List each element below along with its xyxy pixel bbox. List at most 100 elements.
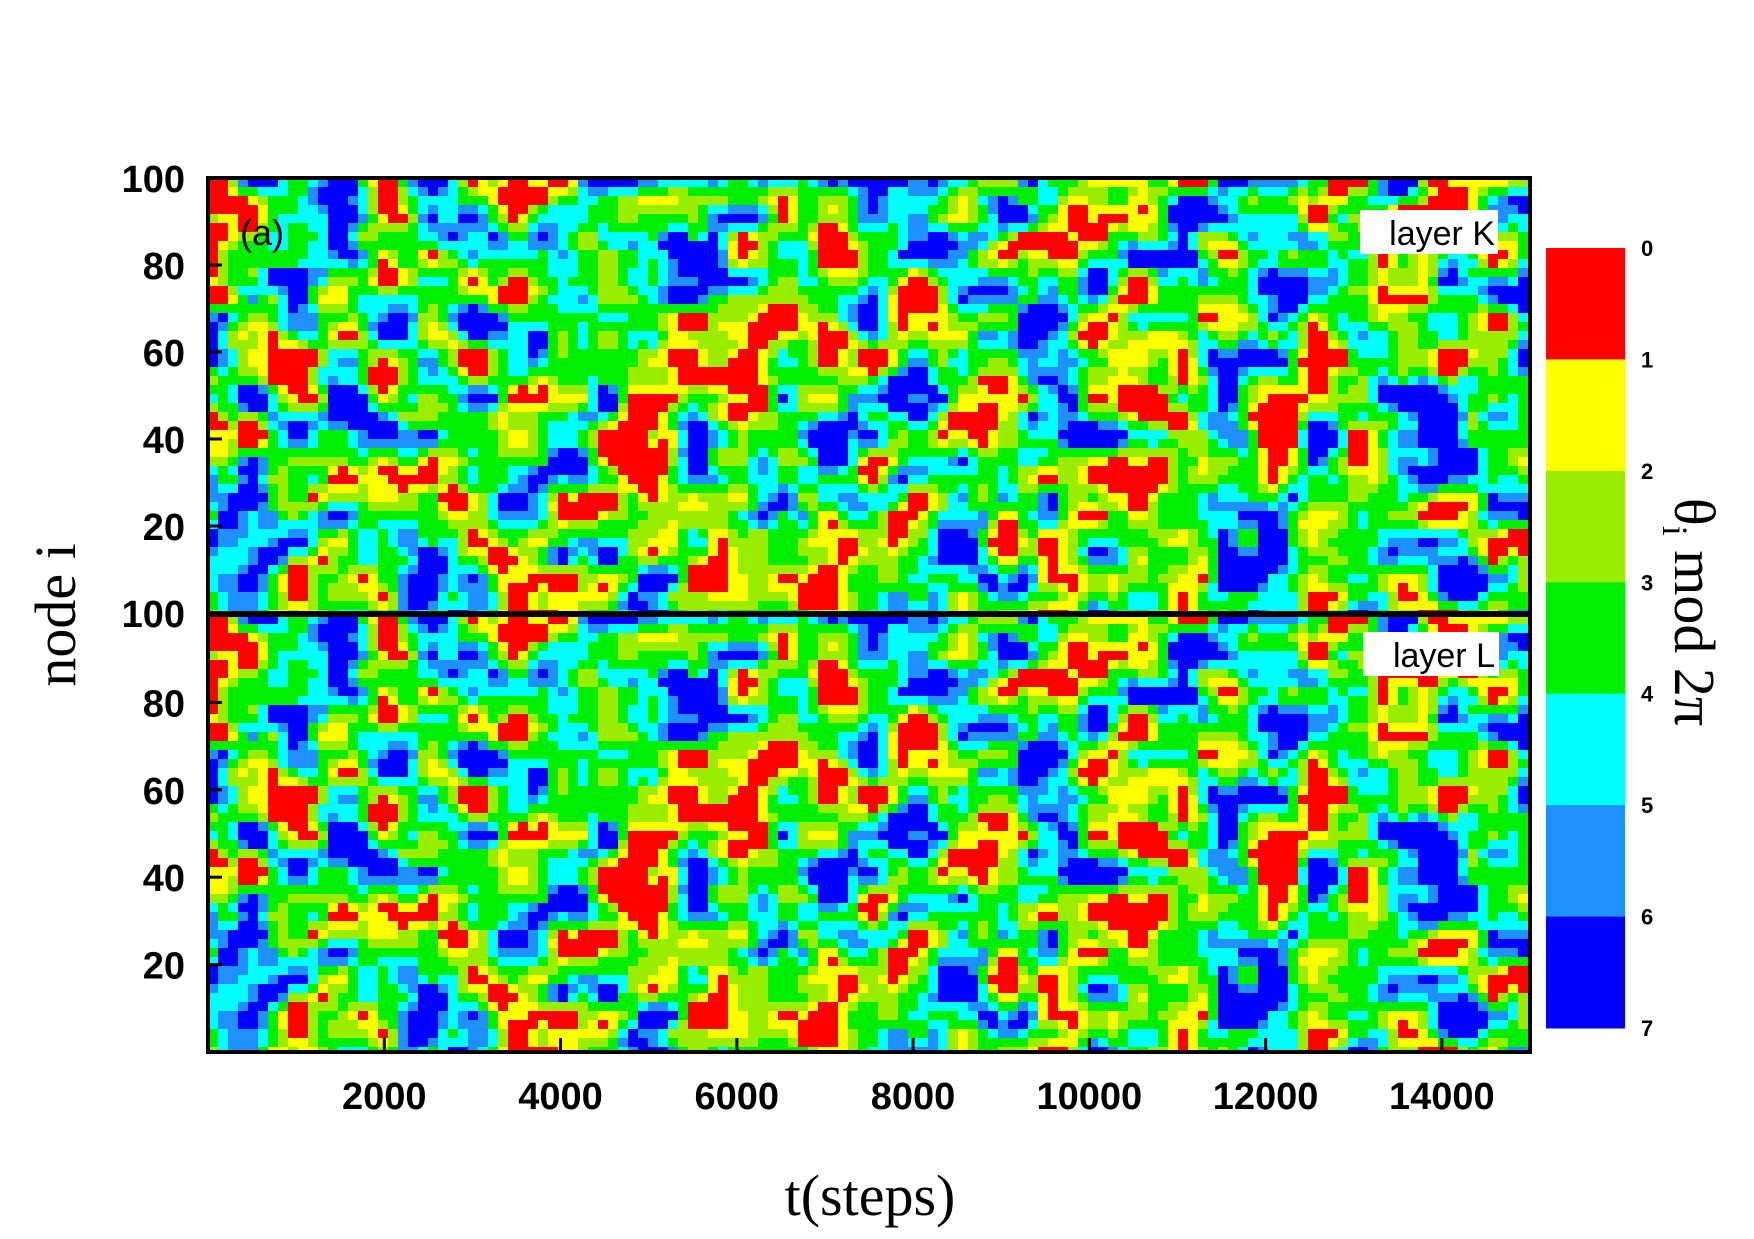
contour-cell — [448, 394, 459, 404]
contour-cell — [1488, 493, 1499, 503]
contour-cell — [1388, 295, 1399, 305]
contour-cell — [1018, 205, 1029, 215]
contour-cell — [1058, 403, 1069, 413]
contour-cell — [1438, 349, 1449, 359]
contour-cell — [338, 349, 349, 359]
contour-cell — [1128, 250, 1139, 260]
contour-cell — [1348, 304, 1359, 314]
contour-cell — [868, 178, 879, 188]
contour-cell — [258, 385, 269, 395]
contour-cell — [638, 466, 649, 476]
contour-cell — [1218, 412, 1229, 422]
contour-cell — [1008, 349, 1019, 359]
contour-cell — [468, 421, 479, 431]
contour-cell — [358, 385, 369, 395]
contour-cell — [438, 313, 449, 323]
contour-cell — [368, 493, 379, 503]
contour-cell — [1068, 430, 1079, 440]
contour-cell — [338, 187, 349, 197]
contour-cell — [1408, 196, 1419, 206]
contour-cell — [518, 313, 529, 323]
contour-cell — [1108, 223, 1119, 233]
contour-cell — [1418, 484, 1429, 494]
contour-cell — [718, 358, 729, 368]
contour-cell — [1218, 268, 1229, 278]
contour-cell — [1328, 223, 1339, 233]
contour-cell — [768, 394, 779, 404]
contour-cell — [1238, 268, 1249, 278]
contour-cell — [888, 457, 899, 467]
contour-cell — [1158, 457, 1169, 467]
contour-cell — [858, 259, 869, 269]
contour-cell — [1178, 178, 1189, 188]
contour-cell — [478, 511, 489, 521]
contour-cell — [1508, 403, 1519, 413]
contour-cell — [308, 304, 319, 314]
contour-cell — [778, 511, 789, 521]
contour-cell — [468, 268, 479, 278]
contour-cell — [1498, 358, 1509, 368]
contour-cell — [518, 340, 529, 350]
contour-cell — [258, 313, 269, 323]
contour-cell — [1178, 304, 1189, 314]
contour-cell — [1428, 367, 1439, 377]
contour-cell — [1348, 385, 1359, 395]
contour-cell — [308, 268, 319, 278]
contour-cell — [1198, 232, 1209, 242]
contour-cell — [1068, 205, 1079, 215]
contour-cell — [578, 385, 589, 395]
contour-cell — [918, 439, 929, 449]
contour-cell — [1368, 340, 1379, 350]
contour-cell — [648, 349, 659, 359]
contour-cell — [348, 502, 359, 512]
contour-cell — [648, 313, 659, 323]
contour-cell — [548, 259, 559, 269]
contour-cell — [838, 304, 849, 314]
contour-cell — [1078, 430, 1089, 440]
contour-cell — [298, 475, 309, 485]
contour-cell — [878, 223, 889, 233]
contour-cell — [858, 412, 869, 422]
contour-cell — [318, 511, 329, 521]
contour-cell — [938, 457, 949, 467]
contour-cell — [1448, 340, 1459, 350]
contour-cell — [1168, 448, 1179, 458]
contour-cell — [748, 304, 759, 314]
contour-cell — [1228, 277, 1239, 287]
contour-cell — [1358, 178, 1369, 188]
contour-cell — [478, 475, 489, 485]
contour-cell — [1188, 187, 1199, 197]
contour-cell — [1188, 412, 1199, 422]
contour-cell — [638, 178, 649, 188]
contour-cell — [458, 349, 469, 359]
contour-cell — [498, 466, 509, 476]
contour-cell — [428, 511, 439, 521]
contour-cell — [908, 511, 919, 521]
contour-cell — [1238, 367, 1249, 377]
contour-cell — [1258, 376, 1269, 386]
contour-cell — [1098, 412, 1109, 422]
contour-cell — [628, 349, 639, 359]
contour-cell — [978, 421, 989, 431]
contour-cell — [1158, 214, 1169, 224]
contour-cell — [1248, 214, 1259, 224]
contour-cell — [428, 394, 439, 404]
contour-cell — [998, 457, 1009, 467]
contour-cell — [1338, 376, 1349, 386]
contour-cell — [838, 232, 849, 242]
contour-cell — [1088, 484, 1099, 494]
contour-cell — [1428, 466, 1439, 476]
contour-cell — [718, 331, 729, 341]
contour-cell — [1358, 502, 1369, 512]
contour-cell — [978, 250, 989, 260]
contour-cell — [1248, 358, 1259, 368]
contour-cell — [1108, 457, 1119, 467]
contour-cell — [1058, 439, 1069, 449]
contour-cell — [698, 412, 709, 422]
contour-cell — [318, 502, 329, 512]
contour-cell — [1428, 340, 1439, 350]
contour-cell — [558, 448, 569, 458]
contour-cell — [1088, 295, 1099, 305]
contour-cell — [1428, 484, 1439, 494]
contour-cell — [1268, 493, 1279, 503]
